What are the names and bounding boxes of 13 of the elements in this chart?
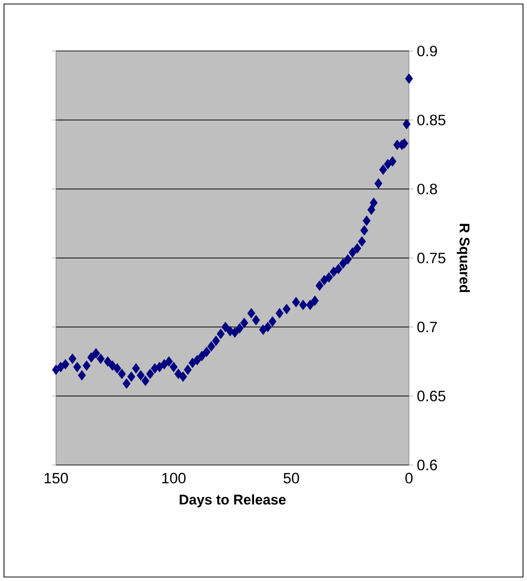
x-tick-label: 150 [44, 472, 68, 484]
y-tick-label: 0.85 [417, 114, 446, 126]
y-tick-label: 0.9 [417, 46, 437, 56]
y-tick-label: 0.8 [417, 184, 437, 194]
x-tick-label: 100 [162, 472, 186, 484]
x-tick-label: 50 [284, 472, 300, 484]
x-tick-label: 0 [405, 472, 413, 484]
y-tick-label: 0.7 [417, 322, 437, 332]
y-tick-label: 0.6 [417, 460, 437, 470]
y-tick-label: 0.65 [417, 390, 446, 402]
y-axis-title: R Squared [456, 224, 470, 292]
y-tick-label: 0.75 [417, 252, 446, 264]
x-axis-title: Days to Release [180, 494, 286, 508]
